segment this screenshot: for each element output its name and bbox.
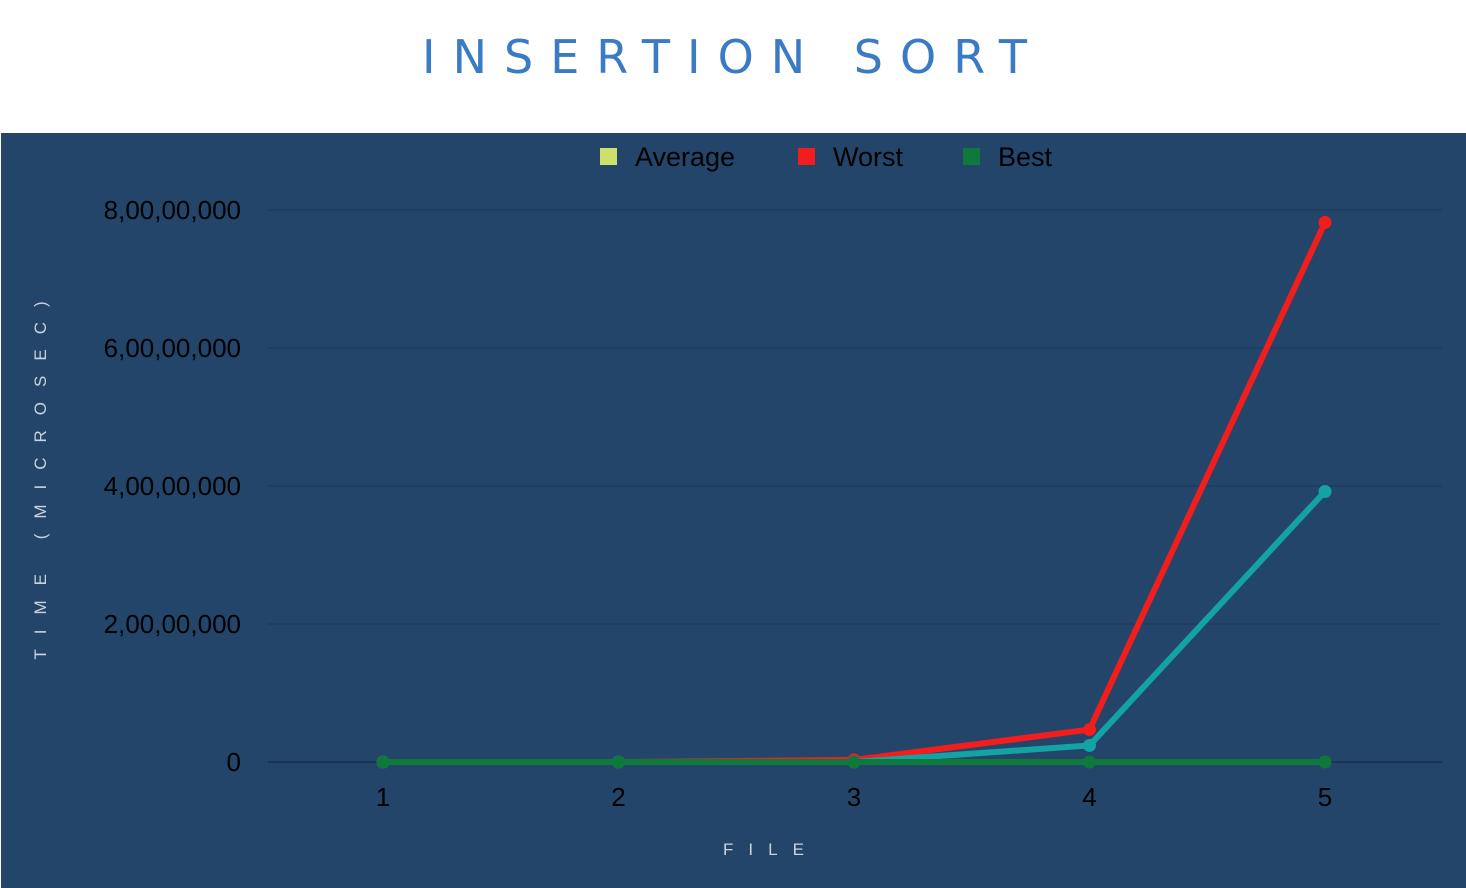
gridlines bbox=[268, 209, 1442, 763]
legend-swatch-worst bbox=[798, 148, 815, 165]
data-point-best bbox=[376, 755, 390, 769]
data-point-best bbox=[1318, 755, 1332, 769]
x-tick-label: 3 bbox=[847, 782, 861, 812]
x-tick-label: 5 bbox=[1318, 782, 1332, 812]
y-tick-label: 8,00,00,000 bbox=[104, 195, 241, 225]
x-tick-label: 1 bbox=[376, 782, 390, 812]
data-point-best bbox=[1083, 755, 1096, 769]
y-tick-label: 2,00,00,000 bbox=[104, 609, 241, 639]
line-chart: 0 2,00,00,000 4,00,00,000 6,00,00,000 8,00,0… bbox=[31, 142, 1442, 859]
data-point-average bbox=[1318, 485, 1332, 499]
series-lines bbox=[376, 215, 1332, 769]
legend-swatch-best bbox=[963, 148, 980, 165]
y-axis-title: TIME (MICROSEC) bbox=[31, 286, 50, 659]
data-point-best bbox=[847, 755, 861, 769]
x-tick-label: 4 bbox=[1082, 782, 1096, 812]
chart-area: 0 2,00,00,000 4,00,00,000 6,00,00,000 8,00,0… bbox=[1, 133, 1466, 888]
data-point-worst bbox=[1318, 215, 1332, 229]
legend: Average Worst Best bbox=[600, 142, 1053, 172]
x-axis-ticks: 1 2 3 4 5 bbox=[376, 782, 1332, 812]
legend-swatch-average bbox=[600, 148, 617, 165]
y-tick-label: 0 bbox=[227, 747, 241, 777]
series-line-worst bbox=[380, 219, 1328, 765]
legend-label-average: Average bbox=[635, 142, 735, 172]
x-axis-title: FILE bbox=[723, 840, 819, 859]
x-tick-label: 2 bbox=[611, 782, 625, 812]
legend-label-best: Best bbox=[998, 142, 1053, 172]
legend-label-worst: Worst bbox=[833, 142, 904, 172]
title-band: INSERTION SORT bbox=[0, 0, 1466, 133]
data-point-best bbox=[612, 755, 625, 769]
y-tick-label: 4,00,00,000 bbox=[104, 471, 241, 501]
data-point-worst bbox=[1083, 723, 1096, 737]
y-tick-label: 6,00,00,000 bbox=[104, 333, 241, 363]
y-axis-ticks: 0 2,00,00,000 4,00,00,000 6,00,00,000 8,00,0… bbox=[104, 195, 241, 777]
chart-title: INSERTION SORT bbox=[422, 30, 1044, 84]
data-point-average bbox=[1083, 738, 1096, 752]
